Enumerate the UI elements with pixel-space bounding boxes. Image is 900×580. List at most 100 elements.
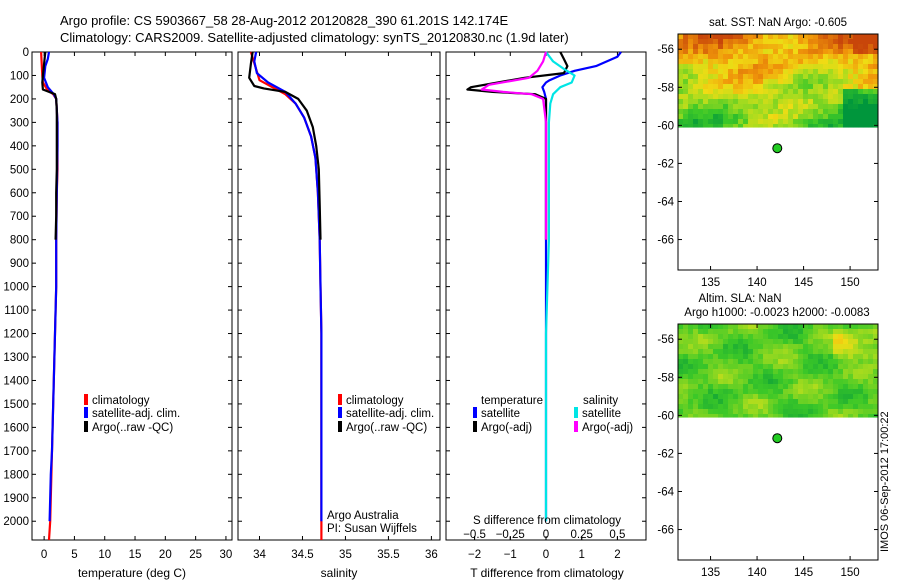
heat-cell	[828, 74, 834, 80]
heat-cell	[748, 389, 754, 395]
heat-cell	[768, 394, 774, 400]
heat-cell	[808, 119, 814, 125]
heat-cell	[853, 54, 859, 60]
heat-cell	[748, 339, 754, 345]
argo-australia-label: Argo Australia	[327, 510, 399, 522]
heat-cell	[763, 394, 769, 400]
heat-cell	[853, 119, 859, 125]
heat-cell	[743, 64, 749, 70]
heat-cell	[753, 349, 759, 355]
heat-cell	[873, 39, 879, 45]
heat-cell	[788, 34, 794, 40]
heat-cell	[813, 344, 819, 350]
heat-cell	[813, 119, 819, 125]
heat-cell	[843, 64, 849, 70]
legend-s-argo: Argo(-adj)	[582, 422, 633, 434]
heat-cell	[733, 349, 739, 355]
heat-cell	[693, 369, 699, 375]
heat-cell	[848, 54, 854, 60]
heat-cell	[743, 374, 749, 380]
heat-cell	[793, 64, 799, 70]
pi-label: PI: Susan Wijffels	[327, 523, 417, 535]
heat-cell	[863, 104, 869, 110]
heat-cell	[788, 124, 794, 128]
temperature-panel: 0100200300400500600700800900100011001200…	[3, 47, 233, 580]
heat-cell	[733, 79, 739, 85]
heat-cell	[783, 379, 789, 385]
heat-cell	[798, 344, 804, 350]
heat-cell	[703, 339, 709, 345]
heat-cell	[793, 94, 799, 100]
heat-cell	[803, 49, 809, 55]
heat-cell	[843, 89, 849, 95]
heat-cell	[683, 99, 689, 105]
heat-cell	[743, 354, 749, 360]
heat-cell	[698, 104, 704, 110]
heat-cell	[778, 124, 784, 128]
heat-cell	[858, 404, 864, 410]
heat-cell	[698, 374, 704, 380]
heat-cell	[758, 54, 764, 60]
heat-cell	[698, 89, 704, 95]
heat-cell	[743, 74, 749, 80]
heat-cell	[848, 324, 854, 330]
heat-cell	[793, 364, 799, 370]
heat-cell	[808, 79, 814, 85]
heat-cell	[808, 344, 814, 350]
heat-cell	[773, 84, 779, 90]
heat-cell	[783, 34, 789, 40]
heat-cell	[738, 389, 744, 395]
salinity-xaxis: 34 34.5 35 35.5 36	[253, 52, 438, 561]
heat-cell	[748, 89, 754, 95]
heat-cell	[688, 349, 694, 355]
heat-cell	[753, 409, 759, 415]
heat-cell	[813, 384, 819, 390]
heat-cell	[813, 394, 819, 400]
heat-cell	[768, 379, 774, 385]
heat-cell	[723, 119, 729, 125]
heat-cell	[743, 339, 749, 345]
heat-cell	[833, 49, 839, 55]
heat-cell	[728, 124, 734, 128]
heat-cell	[838, 369, 844, 375]
heat-cell	[838, 354, 844, 360]
heat-cell	[858, 99, 864, 105]
heat-cell	[703, 54, 709, 60]
heat-cell	[808, 384, 814, 390]
heat-cell	[788, 94, 794, 100]
heat-cell	[718, 69, 724, 75]
heat-cell	[683, 409, 689, 415]
heat-cell	[868, 34, 874, 40]
heat-cell	[688, 389, 694, 395]
heat-cell	[838, 99, 844, 105]
heat-cell	[688, 414, 694, 418]
heat-cell	[868, 99, 874, 105]
heat-cell	[708, 354, 714, 360]
heat-cell	[758, 124, 764, 128]
sst-map-yaxis: -56-58-60-62-64-66	[657, 44, 878, 247]
heat-cell	[773, 104, 779, 110]
heat-cell	[723, 64, 729, 70]
heat-cell	[768, 59, 774, 65]
legend-swatch-clim	[338, 394, 342, 405]
heat-cell	[793, 384, 799, 390]
heat-cell	[808, 104, 814, 110]
heat-cell	[723, 49, 729, 55]
heat-cell	[778, 79, 784, 85]
heat-cell	[723, 74, 729, 80]
legend-argo: Argo(..raw -QC)	[92, 422, 173, 434]
heat-cell	[793, 359, 799, 365]
heat-cell	[693, 59, 699, 65]
heat-cell	[703, 379, 709, 385]
heat-cell	[683, 79, 689, 85]
heat-cell	[858, 114, 864, 120]
heat-cell	[788, 339, 794, 345]
heat-cell	[803, 369, 809, 375]
map-x-tick-label: 140	[747, 277, 766, 289]
heat-cell	[713, 104, 719, 110]
heat-cell	[733, 104, 739, 110]
heat-cell	[688, 89, 694, 95]
heat-cell	[868, 104, 874, 110]
heat-cell	[863, 414, 869, 418]
heat-cell	[743, 44, 749, 50]
